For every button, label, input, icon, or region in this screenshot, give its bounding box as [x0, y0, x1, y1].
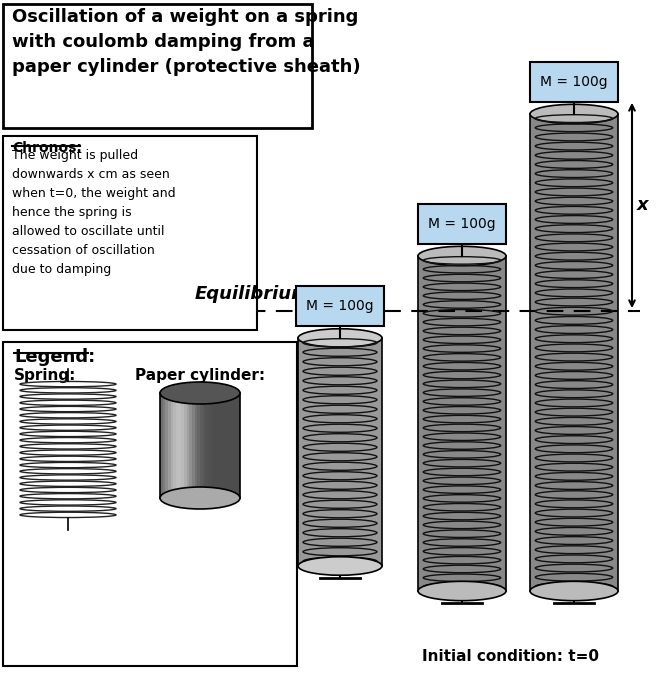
Bar [179, 393, 182, 498]
Ellipse shape [418, 581, 506, 601]
FancyBboxPatch shape [3, 136, 257, 330]
Ellipse shape [298, 557, 382, 576]
Bar [205, 393, 208, 498]
Bar [238, 393, 240, 498]
Text: Spring:: Spring: [14, 368, 77, 383]
Bar [187, 393, 189, 498]
Bar [197, 393, 200, 498]
Text: Legend:: Legend: [14, 348, 95, 366]
Text: The weight is pulled
downwards x cm as seen
when t=0, the weight and
hence the s: The weight is pulled downwards x cm as s… [12, 149, 176, 276]
Text: Oscillation of a weight on a spring
with coulomb damping from a
paper cylinder (: Oscillation of a weight on a spring with… [12, 8, 360, 76]
Bar [298, 338, 382, 566]
Bar [226, 393, 229, 498]
Text: M = 100g: M = 100g [540, 75, 608, 89]
Bar [221, 393, 224, 498]
Bar [211, 393, 213, 498]
Bar [200, 393, 203, 498]
Bar [192, 393, 195, 498]
Bar [203, 393, 205, 498]
Ellipse shape [530, 104, 618, 123]
Text: M = 100g: M = 100g [428, 217, 496, 231]
Bar [224, 393, 226, 498]
Bar [176, 393, 179, 498]
Bar [182, 393, 184, 498]
Ellipse shape [298, 329, 382, 347]
Bar [232, 393, 235, 498]
FancyBboxPatch shape [530, 62, 618, 102]
Ellipse shape [418, 246, 506, 265]
Bar [216, 393, 218, 498]
Text: Equilibrium: Equilibrium [195, 285, 311, 303]
Bar [184, 393, 187, 498]
Bar [189, 393, 192, 498]
Bar [229, 393, 232, 498]
FancyBboxPatch shape [418, 204, 506, 244]
Bar [218, 393, 221, 498]
Ellipse shape [530, 581, 618, 601]
Text: Paper cylinder:: Paper cylinder: [135, 368, 265, 383]
Ellipse shape [160, 382, 240, 404]
FancyBboxPatch shape [3, 342, 297, 666]
Text: M = 100g: M = 100g [306, 299, 374, 313]
Bar [160, 393, 162, 498]
Text: Chronos:: Chronos: [12, 141, 82, 155]
Text: Initial condition: t=0: Initial condition: t=0 [422, 649, 599, 664]
FancyBboxPatch shape [3, 4, 312, 128]
Bar [195, 393, 197, 498]
Bar [162, 393, 166, 498]
Bar [168, 393, 171, 498]
Bar [530, 114, 618, 591]
Ellipse shape [160, 487, 240, 509]
Bar [160, 393, 240, 498]
Bar [418, 256, 506, 591]
FancyBboxPatch shape [296, 286, 384, 326]
Bar [171, 393, 174, 498]
Bar [213, 393, 216, 498]
Bar [166, 393, 168, 498]
Bar [208, 393, 211, 498]
Bar [235, 393, 238, 498]
Bar [174, 393, 176, 498]
Text: x: x [637, 196, 649, 215]
